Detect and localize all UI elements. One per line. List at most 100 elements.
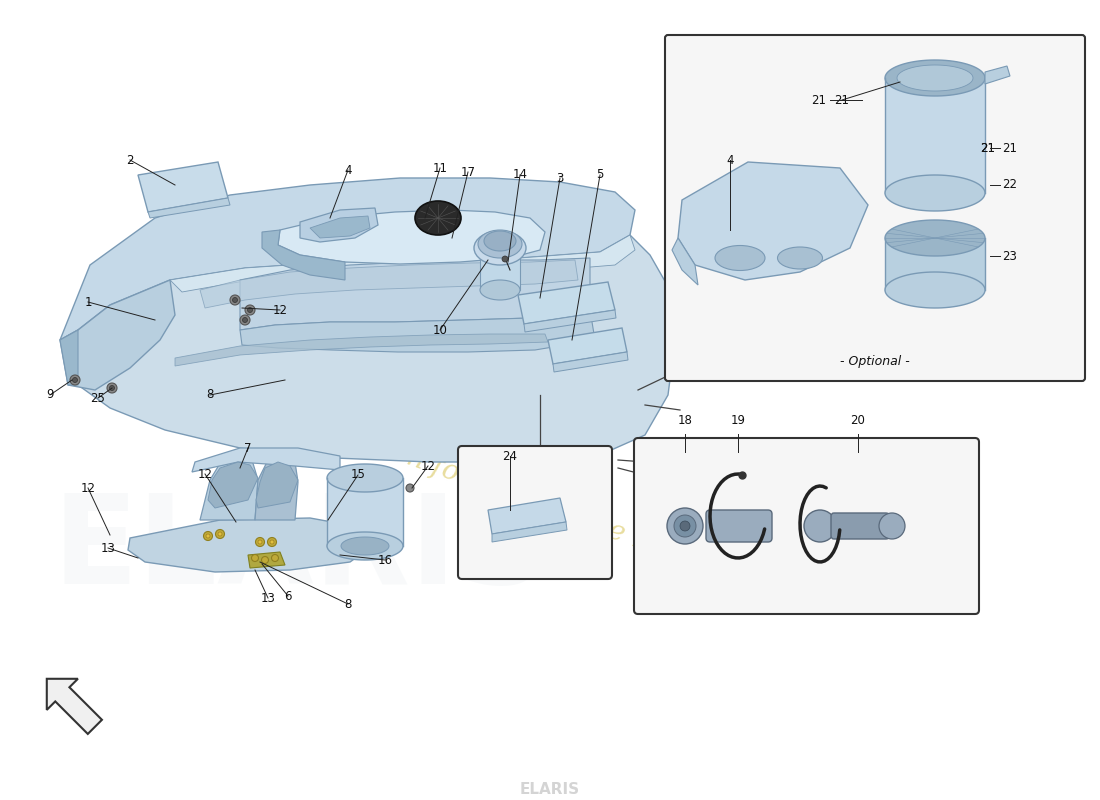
Text: 8: 8 <box>207 389 213 402</box>
Circle shape <box>272 554 278 562</box>
Text: 12: 12 <box>273 303 287 317</box>
Circle shape <box>502 256 508 262</box>
Text: 3: 3 <box>557 171 563 185</box>
Polygon shape <box>310 216 370 238</box>
Polygon shape <box>138 162 228 212</box>
Polygon shape <box>256 462 298 508</box>
Text: 9: 9 <box>46 389 54 402</box>
Text: ELARIS: ELARIS <box>53 490 548 610</box>
Polygon shape <box>200 260 578 308</box>
Polygon shape <box>78 235 675 462</box>
Polygon shape <box>553 352 628 372</box>
Polygon shape <box>492 522 566 542</box>
Polygon shape <box>300 208 378 242</box>
Text: 17: 17 <box>461 166 475 178</box>
Text: 4: 4 <box>726 154 734 166</box>
Text: 16: 16 <box>377 554 393 566</box>
FancyBboxPatch shape <box>666 35 1085 381</box>
Text: 20: 20 <box>850 414 866 427</box>
Text: 11: 11 <box>432 162 448 174</box>
Circle shape <box>674 515 696 537</box>
Polygon shape <box>170 235 635 292</box>
Polygon shape <box>200 452 258 520</box>
Text: a passion for parts since 1985: a passion for parts since 1985 <box>296 405 704 575</box>
Text: 21: 21 <box>980 142 996 154</box>
Polygon shape <box>248 552 285 568</box>
Polygon shape <box>175 334 548 366</box>
Polygon shape <box>192 448 340 472</box>
FancyBboxPatch shape <box>830 513 889 539</box>
Text: 13: 13 <box>261 591 275 605</box>
Circle shape <box>73 378 77 382</box>
Polygon shape <box>327 464 403 492</box>
Ellipse shape <box>778 247 823 269</box>
Ellipse shape <box>715 246 764 270</box>
Text: 4: 4 <box>344 163 352 177</box>
Text: 5: 5 <box>596 169 604 182</box>
Circle shape <box>270 540 274 544</box>
Polygon shape <box>886 175 984 211</box>
Text: 15: 15 <box>351 469 365 482</box>
Circle shape <box>107 383 117 393</box>
Circle shape <box>406 484 414 492</box>
Circle shape <box>258 540 262 544</box>
Circle shape <box>232 298 238 302</box>
Circle shape <box>242 318 248 322</box>
Ellipse shape <box>484 231 516 251</box>
Circle shape <box>255 538 264 546</box>
Ellipse shape <box>415 201 461 235</box>
Polygon shape <box>60 178 635 340</box>
Text: 1: 1 <box>85 295 91 309</box>
Polygon shape <box>886 220 984 256</box>
FancyBboxPatch shape <box>706 510 772 542</box>
Polygon shape <box>524 310 616 332</box>
Text: 18: 18 <box>678 414 692 427</box>
Polygon shape <box>327 532 403 560</box>
Circle shape <box>70 375 80 385</box>
Circle shape <box>240 315 250 325</box>
Text: 7: 7 <box>244 442 252 454</box>
Text: 25: 25 <box>90 391 106 405</box>
Polygon shape <box>60 330 78 385</box>
Text: ELARIS: ELARIS <box>520 782 580 798</box>
Circle shape <box>680 521 690 531</box>
Text: 24: 24 <box>503 450 517 462</box>
Polygon shape <box>47 678 102 734</box>
Polygon shape <box>548 328 627 364</box>
Text: 21: 21 <box>980 142 996 154</box>
Circle shape <box>262 557 268 563</box>
Circle shape <box>110 386 114 390</box>
Circle shape <box>267 538 276 546</box>
Polygon shape <box>488 498 566 534</box>
Text: 22: 22 <box>1002 178 1018 191</box>
Circle shape <box>218 532 222 536</box>
Ellipse shape <box>478 230 522 258</box>
Circle shape <box>230 295 240 305</box>
Polygon shape <box>518 282 615 324</box>
Text: 23: 23 <box>1002 250 1016 262</box>
Polygon shape <box>672 238 698 285</box>
Polygon shape <box>678 162 868 280</box>
Polygon shape <box>208 462 258 508</box>
Circle shape <box>248 307 253 313</box>
Text: 14: 14 <box>513 169 528 182</box>
Text: 10: 10 <box>432 323 448 337</box>
Circle shape <box>804 510 836 542</box>
Circle shape <box>216 530 224 538</box>
Polygon shape <box>240 258 590 330</box>
Text: 2: 2 <box>126 154 134 166</box>
Circle shape <box>879 513 905 539</box>
Text: 19: 19 <box>730 414 746 427</box>
Circle shape <box>204 531 212 541</box>
Polygon shape <box>327 478 403 546</box>
Text: 12: 12 <box>420 459 436 473</box>
Text: 21: 21 <box>835 94 849 106</box>
FancyBboxPatch shape <box>634 438 979 614</box>
Text: - Optional -: - Optional - <box>840 355 910 369</box>
Text: 6: 6 <box>284 590 292 602</box>
Text: 8: 8 <box>344 598 352 610</box>
Polygon shape <box>886 60 984 96</box>
Polygon shape <box>886 272 984 308</box>
Text: 21: 21 <box>1002 142 1018 154</box>
Circle shape <box>667 508 703 544</box>
